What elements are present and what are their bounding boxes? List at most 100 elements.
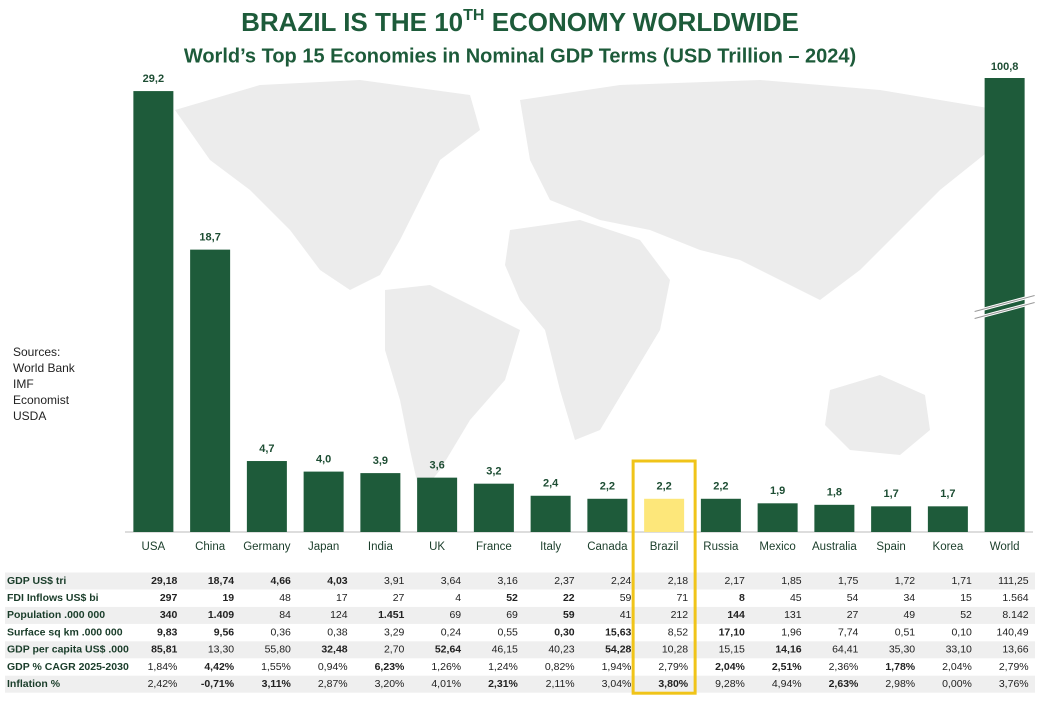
value-label: 1,9 [770,485,785,497]
table-cell: 6,23% [375,661,405,673]
table-cell: 71 [676,592,688,604]
table-cell: 1,94% [602,661,632,673]
x-tick-label: Italy [540,541,561,553]
table-cell: 2,17 [724,575,745,587]
x-tick-label: USA [142,541,166,553]
x-tick-label: India [368,541,394,553]
row-label: FDI Inflows US$ bi [7,592,99,604]
table-cell: 13,66 [1002,644,1028,656]
source-item: World Bank [13,361,76,375]
table-cell: 10,28 [662,644,688,656]
table-cell: 59 [620,592,632,604]
table-cell: 1,84% [148,661,178,673]
table-cell: 41 [620,609,632,621]
x-tick-label: Canada [587,541,628,553]
table-cell: 54,28 [605,644,631,656]
table-cell: 2,36% [829,661,859,673]
table-cell: 55,80 [265,644,291,656]
x-tick-label: World [990,541,1020,553]
table-cell: 29,18 [151,575,177,587]
table-cell: 48 [279,592,291,604]
value-label: 3,2 [486,466,501,478]
table-cell: 54 [847,592,859,604]
x-tick-label: Korea [933,541,964,553]
value-label: 1,7 [883,488,898,500]
table-cell: 0,94% [318,661,348,673]
value-label: 1,7 [940,488,955,500]
table-cell: 4,01% [431,678,461,690]
table-cell: 0,82% [545,661,575,673]
table-cell: 27 [393,592,405,604]
table-cell: 2,31% [488,678,518,690]
source-item: IMF [13,377,34,391]
table-cell: 22 [563,592,575,604]
table-cell: 1.409 [208,609,234,621]
table-cell: 49 [903,609,915,621]
title-main: BRAZIL IS THE 10 [241,7,463,37]
table-cell: 1,71 [951,575,972,587]
table-cell: 1,24% [488,661,518,673]
table-cell: 15,15 [719,644,745,656]
row-label: Surface sq km .000 000 [7,626,123,638]
table-cell: 3,16 [497,575,518,587]
table-cell: 1,72 [895,575,916,587]
source-item: USDA [13,409,46,423]
table-cell: 45 [790,592,802,604]
table-cell: 52,64 [435,644,461,656]
bar [360,473,401,532]
table-cell: 59 [563,609,575,621]
bar [927,506,968,532]
x-tick-label: Brazil [650,541,679,553]
bar [417,477,458,532]
table-cell: 4,03 [327,575,348,587]
title: BRAZIL IS THE 10TH ECONOMY WORLDWIDE [241,7,799,37]
table-cell: 17 [336,592,348,604]
x-tick-label: Russia [703,541,739,553]
row-label: Inflation % [7,678,61,690]
table-cell: 111,25 [998,575,1029,587]
table-cell: -0,71% [201,678,235,690]
table-cell: 2,51% [772,661,802,673]
table-cell: 4,42% [204,661,234,673]
table-cell: 34 [903,592,915,604]
table-cell: 3,29 [384,626,405,638]
table-cell: 13,30 [208,644,234,656]
table-cell: 40,23 [548,644,574,656]
table-cell: 0,36 [270,626,291,638]
table-cell: 9,83 [157,626,178,638]
table-cell: 69 [449,609,461,621]
table-cell: 2,63% [829,678,859,690]
table-row-shade [5,675,1035,693]
table-cell: 69 [506,609,518,621]
table-cell: 0,38 [327,626,348,638]
row-label: GDP per capita US$ .000 [7,644,129,656]
table-cell: 7,74 [838,626,859,638]
value-label: 2,4 [543,478,559,490]
plot: 29,2 USA 18,7 China 4,7 Germany 4,0 Japan 3,9 Ind… [7,61,1036,695]
table-cell: 4,94% [772,678,802,690]
table-cell: 1,85 [781,575,802,587]
table-cell: 1,26% [431,661,461,673]
table-cell: 2,79% [658,661,688,673]
table-cell: 2,37 [554,575,575,587]
value-label: 2,2 [713,481,728,493]
world-map [175,80,1000,495]
row-label: Population .000 000 [7,609,105,621]
x-tick-label: Australia [812,541,857,553]
title-rest: ECONOMY WORLDWIDE [484,7,798,37]
table-cell: 1,75 [838,575,859,587]
table-cell: 124 [330,609,348,621]
table-cell: 2,11% [546,678,575,690]
bar [530,495,571,532]
value-label: 4,7 [259,443,274,455]
table-cell: 33,10 [946,644,972,656]
bar [473,483,514,532]
value-label: 100,8 [991,61,1019,73]
sources-title: Sources: [13,345,60,359]
bar [587,498,628,532]
sources: Sources: World Bank IMF Economist USDA [13,345,76,423]
value-label: 1,8 [827,487,842,499]
table-cell: 15,63 [605,626,631,638]
x-tick-label: Japan [308,541,339,553]
x-tick-label: France [476,541,512,553]
